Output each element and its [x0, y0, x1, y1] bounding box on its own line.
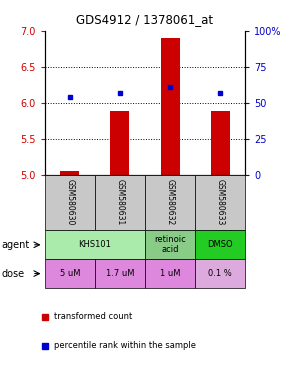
- Text: DMSO: DMSO: [207, 240, 233, 249]
- Text: 1.7 uM: 1.7 uM: [106, 269, 134, 278]
- Text: retinoic
acid: retinoic acid: [154, 235, 186, 255]
- Text: GSM580630: GSM580630: [66, 179, 75, 226]
- Bar: [160, 38, 180, 175]
- Text: percentile rank within the sample: percentile rank within the sample: [54, 341, 196, 350]
- Text: 1 uM: 1 uM: [160, 269, 180, 278]
- Bar: [110, 111, 130, 175]
- Text: GSM580632: GSM580632: [166, 179, 175, 226]
- Text: 0.1 %: 0.1 %: [208, 269, 232, 278]
- Bar: [211, 111, 230, 175]
- Bar: [60, 171, 79, 175]
- Text: GSM580633: GSM580633: [215, 179, 224, 226]
- Text: GSM580631: GSM580631: [115, 179, 124, 226]
- Text: agent: agent: [1, 240, 30, 250]
- Text: dose: dose: [1, 268, 25, 279]
- Text: GDS4912 / 1378061_at: GDS4912 / 1378061_at: [77, 13, 213, 26]
- Text: transformed count: transformed count: [54, 312, 132, 321]
- Text: 5 uM: 5 uM: [60, 269, 80, 278]
- Text: KHS101: KHS101: [79, 240, 111, 249]
